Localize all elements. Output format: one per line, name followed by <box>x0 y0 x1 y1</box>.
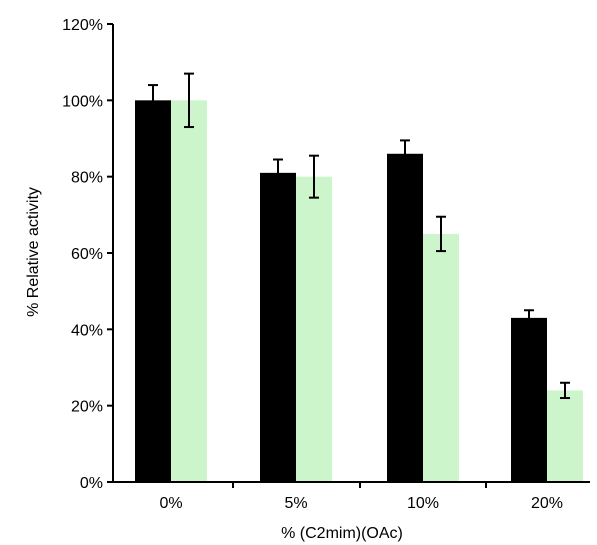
x-tick-label: 0% <box>159 495 182 512</box>
y-axis-title: % Relative activity <box>25 187 42 317</box>
bar-series1-4 <box>511 317 547 482</box>
bar-series2-1 <box>171 100 207 482</box>
y-tick-label: 0% <box>80 475 103 492</box>
error-bars-layer <box>148 72 570 400</box>
bar-series2-4 <box>547 390 583 482</box>
error-bar-series1-1 <box>148 84 158 117</box>
x-tick-label: 5% <box>284 495 307 512</box>
error-bar-series2-1 <box>184 72 194 129</box>
error-bar-series1-4 <box>524 309 534 327</box>
bar-series1-2 <box>260 172 296 482</box>
bar-series2-3 <box>423 233 459 482</box>
y-tick-label: 20% <box>71 399 103 416</box>
error-bar-series1-2 <box>273 158 283 188</box>
error-bar-series2-3 <box>436 215 446 253</box>
x-tick-label: 20% <box>531 495 563 512</box>
bar-series1-3 <box>387 153 423 482</box>
error-bar-series1-3 <box>400 139 410 169</box>
y-tick-label: 100% <box>62 93 103 110</box>
error-bar-series2-4 <box>560 381 570 400</box>
bar-series1-1 <box>135 100 171 482</box>
y-tick-label: 60% <box>71 246 103 263</box>
x-tick-label: 10% <box>407 495 439 512</box>
bars-layer <box>135 100 583 482</box>
error-bar-series2-2 <box>309 154 319 199</box>
y-tick-label: 120% <box>62 17 103 34</box>
x-ticks-layer: 0% 5% 10% 20% <box>159 482 563 512</box>
bar-series2-2 <box>296 176 332 482</box>
x-axis-title: % (C2mim)(OAc) <box>281 525 403 542</box>
y-tick-label: 40% <box>71 322 103 339</box>
y-ticks-layer: 0% 20% 40% 60% 80% 100% 120% <box>62 17 113 492</box>
y-tick-label: 80% <box>71 170 103 187</box>
